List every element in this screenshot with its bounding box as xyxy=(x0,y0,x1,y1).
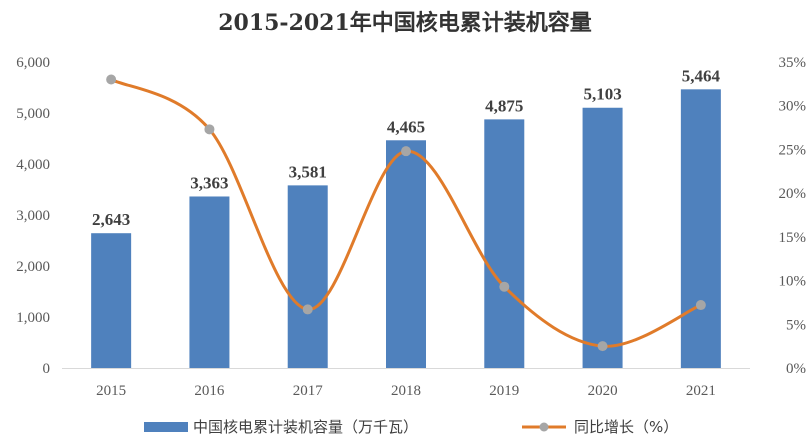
bar-value-label-2021: 5,464 xyxy=(682,66,721,85)
bar-2018 xyxy=(386,140,426,368)
bar-value-label-2016: 3,363 xyxy=(190,173,228,192)
bar-value-label-2020: 5,103 xyxy=(583,85,621,104)
x-tick-2015: 2015 xyxy=(96,383,126,399)
chart-title: 2015-2021年中国核电累计装机容量 xyxy=(218,10,592,36)
x-tick-2020: 2020 xyxy=(588,383,618,399)
right-tick-0: 0% xyxy=(786,361,806,377)
bar-2017 xyxy=(287,185,328,368)
bar-value-label-2017: 3,581 xyxy=(289,162,327,181)
right-tick-3: 15% xyxy=(779,230,807,246)
bar-2016 xyxy=(189,196,230,368)
legend-line-marker xyxy=(539,422,549,432)
left-tick-0: 0 xyxy=(43,361,51,377)
line-series xyxy=(106,74,706,352)
right-tick-5: 25% xyxy=(779,142,807,158)
bar-2020 xyxy=(582,107,623,368)
growth-point-2019 xyxy=(499,281,510,292)
right-tick-6: 30% xyxy=(779,99,807,115)
bar-value-label-2018: 4,465 xyxy=(387,117,425,136)
growth-line xyxy=(110,78,702,348)
left-tick-3: 3,000 xyxy=(16,208,50,224)
legend-bar-swatch xyxy=(144,422,188,432)
right-tick-2: 10% xyxy=(779,274,807,290)
legend-line-label: 同比增长（%） xyxy=(574,418,678,436)
growth-point-2016 xyxy=(204,124,215,135)
legend-bar-label: 中国核电累计装机容量（万千瓦） xyxy=(193,418,418,436)
growth-point-2018 xyxy=(401,146,411,157)
left-tick-2: 2,000 xyxy=(16,259,50,275)
legend: 中国核电累计装机容量（万千瓦） 同比增长（%） xyxy=(144,418,678,436)
left-tick-6: 6,000 xyxy=(16,55,50,71)
right-tick-1: 5% xyxy=(786,317,806,333)
x-tick-2019: 2019 xyxy=(489,383,519,399)
growth-point-2020 xyxy=(597,341,608,352)
right-axis: 0% 5% 10% 15% 20% 25% 30% 35% xyxy=(779,55,807,377)
left-axis: 0 1,000 2,000 3,000 4,000 5,000 6,000 xyxy=(16,55,50,377)
left-tick-5: 5,000 xyxy=(16,106,50,122)
x-tick-2016: 2016 xyxy=(194,383,225,399)
x-tick-2021: 2021 xyxy=(686,383,716,399)
left-tick-4: 4,000 xyxy=(16,157,50,173)
growth-point-2021 xyxy=(695,300,706,311)
growth-point-2017 xyxy=(302,304,313,315)
growth-point-2015 xyxy=(106,74,117,85)
right-tick-7: 35% xyxy=(779,55,807,71)
bar-value-label-2019: 4,875 xyxy=(485,96,523,115)
bar-series xyxy=(91,89,721,368)
right-tick-4: 20% xyxy=(779,186,807,202)
bar-2021 xyxy=(680,89,721,368)
left-tick-1: 1,000 xyxy=(16,310,50,326)
bar-2019 xyxy=(484,119,525,368)
x-tick-2017: 2017 xyxy=(293,383,324,399)
bar-2015 xyxy=(91,233,132,368)
x-tick-2018: 2018 xyxy=(391,383,421,399)
data-labels: 2,643 3,363 3,581 4,465 4,875 5,103 5,464 xyxy=(92,66,720,229)
x-axis: 2015 2016 2017 2018 2019 2020 2021 xyxy=(62,368,750,399)
bar-value-label-2015: 2,643 xyxy=(92,210,130,229)
